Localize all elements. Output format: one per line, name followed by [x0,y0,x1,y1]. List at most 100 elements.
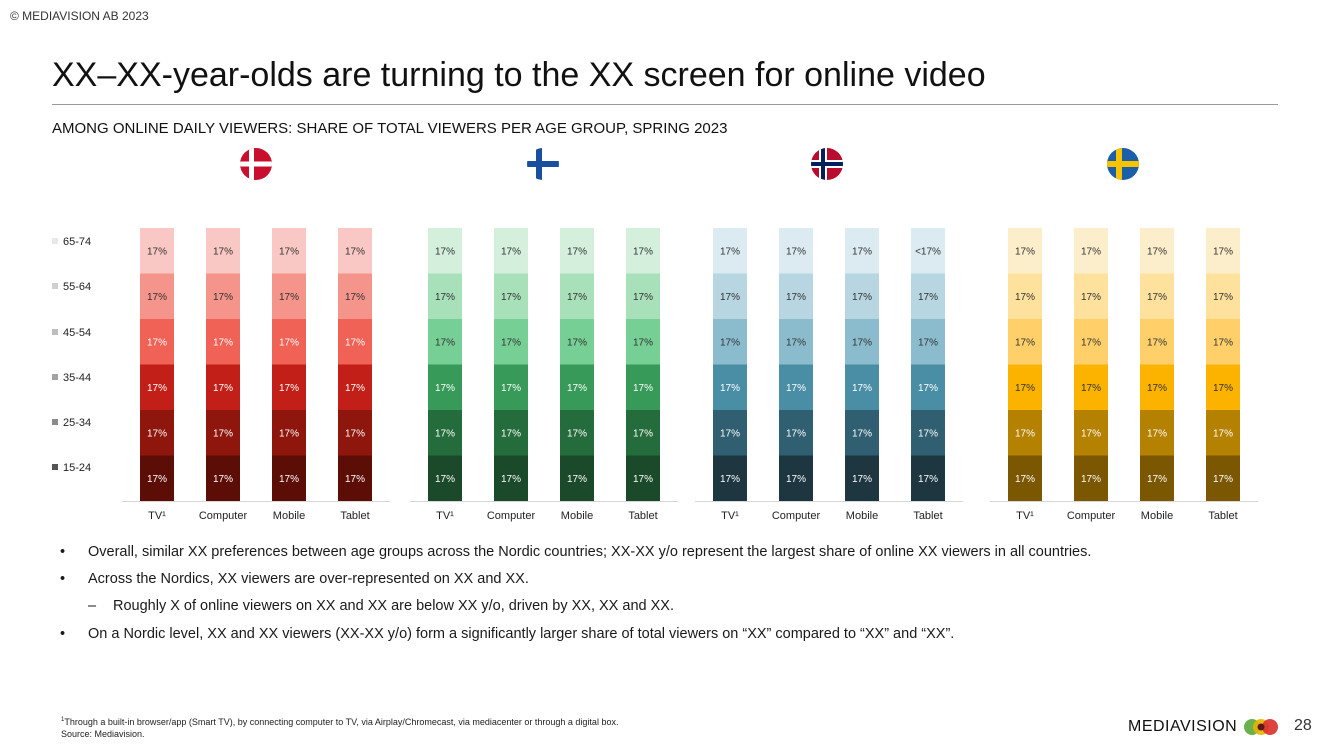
bar-segment [428,364,462,410]
legend-label: 15-24 [63,462,92,474]
bar-segment [140,273,174,319]
bar-segment [272,228,306,274]
bar-segment [338,319,372,365]
data-label: 17% [213,337,233,348]
data-label: 17% [213,383,233,394]
bar-segment [1074,455,1108,501]
category-label: Mobile [1141,510,1173,522]
bar-segment [779,228,813,274]
bar-segment [428,455,462,501]
mediavision-logo-icon [1244,719,1278,735]
footnote-line-1: 1Through a built-in browser/app (Smart T… [61,714,618,728]
bar-segment [779,273,813,319]
data-label: 17% [567,337,587,348]
data-label: 17% [852,246,872,257]
sweden-flag-icon [1107,148,1139,180]
bar-segment [845,364,879,410]
legend-item-55-64: 55-64 [52,281,91,295]
bar-segment [140,455,174,501]
bar-segment [713,228,747,274]
category-label: Mobile [273,510,305,522]
bar-segment [1206,364,1240,410]
legend-item-15-24: 15-24 [52,462,91,476]
bar-segment [911,410,945,456]
category-label: Mobile [561,510,593,522]
data-label: 17% [720,383,740,394]
data-label: 17% [633,474,653,485]
bullet-marker: • [60,571,66,587]
bar-segment [1206,273,1240,319]
bullet-text: On a Nordic level, XX and XX viewers (XX… [88,626,955,642]
legend-label: 35-44 [63,372,92,384]
bar-segment [626,273,660,319]
data-label: 17% [1015,246,1035,257]
bar-segment [713,319,747,365]
data-label: 17% [633,292,653,303]
footnote-text: Through a built-in browser/app (Smart TV… [64,717,619,727]
data-label: 17% [1213,246,1233,257]
category-label: Computer [199,510,248,522]
bar-segment [272,410,306,456]
legend-item-35-44: 35-44 [52,372,91,386]
legend-item-65-74: 65-74 [52,236,91,250]
legend-label: 25-34 [63,417,92,429]
data-label: 17% [918,292,938,303]
bullet-text: Roughly X of online viewers on XX and XX… [113,598,674,614]
data-label: 17% [1015,428,1035,439]
data-label: 17% [147,383,167,394]
bar-segment [560,455,594,501]
data-label: 17% [1015,337,1035,348]
chart-subtitle: AMONG ONLINE DAILY VIEWERS: SHARE OF TOT… [52,120,728,137]
bar-segment [1008,228,1042,274]
data-label: 17% [1081,337,1101,348]
bar-segment [1206,319,1240,365]
bar-segment [494,228,528,274]
data-label: 17% [279,292,299,303]
category-label: Computer [1067,510,1116,522]
data-label: 17% [501,428,521,439]
data-label: 17% [1213,292,1233,303]
bar-segment [911,455,945,501]
bar-segment [338,410,372,456]
bar-segment [338,455,372,501]
data-label: 17% [1213,474,1233,485]
bar-segment [1074,273,1108,319]
data-label: 17% [435,383,455,394]
category-label: TV¹ [436,510,454,522]
bar-segment [428,228,462,274]
bar-segment [494,273,528,319]
bar-segment [206,364,240,410]
data-label: 17% [345,292,365,303]
bar-segment [1140,410,1174,456]
bar-segment [1140,455,1174,501]
data-label: 17% [852,337,872,348]
bar-segment [779,319,813,365]
data-label: 17% [1147,428,1167,439]
data-label: 17% [1213,428,1233,439]
bar-segment [779,455,813,501]
bar-segment [713,410,747,456]
data-label: 17% [435,337,455,348]
bar-segment [911,228,945,274]
data-label: 17% [1081,246,1101,257]
data-label: 17% [147,246,167,257]
data-label: 17% [279,246,299,257]
data-label: 17% [918,474,938,485]
bar-segment [1008,364,1042,410]
data-label: 17% [501,383,521,394]
data-label: 17% [147,337,167,348]
data-label: 17% [1147,383,1167,394]
legend-swatch [52,329,58,336]
data-label: 17% [1213,337,1233,348]
data-label: 17% [1081,292,1101,303]
data-label: 17% [786,474,806,485]
bar-segment [779,410,813,456]
bar-segment [713,273,747,319]
category-label: Tablet [628,510,657,522]
data-label: 17% [633,246,653,257]
data-label: 17% [501,337,521,348]
legend-label: 55-64 [63,281,92,293]
bullet-marker: • [60,544,66,560]
title-rule [52,104,1278,105]
data-label: 17% [501,246,521,257]
